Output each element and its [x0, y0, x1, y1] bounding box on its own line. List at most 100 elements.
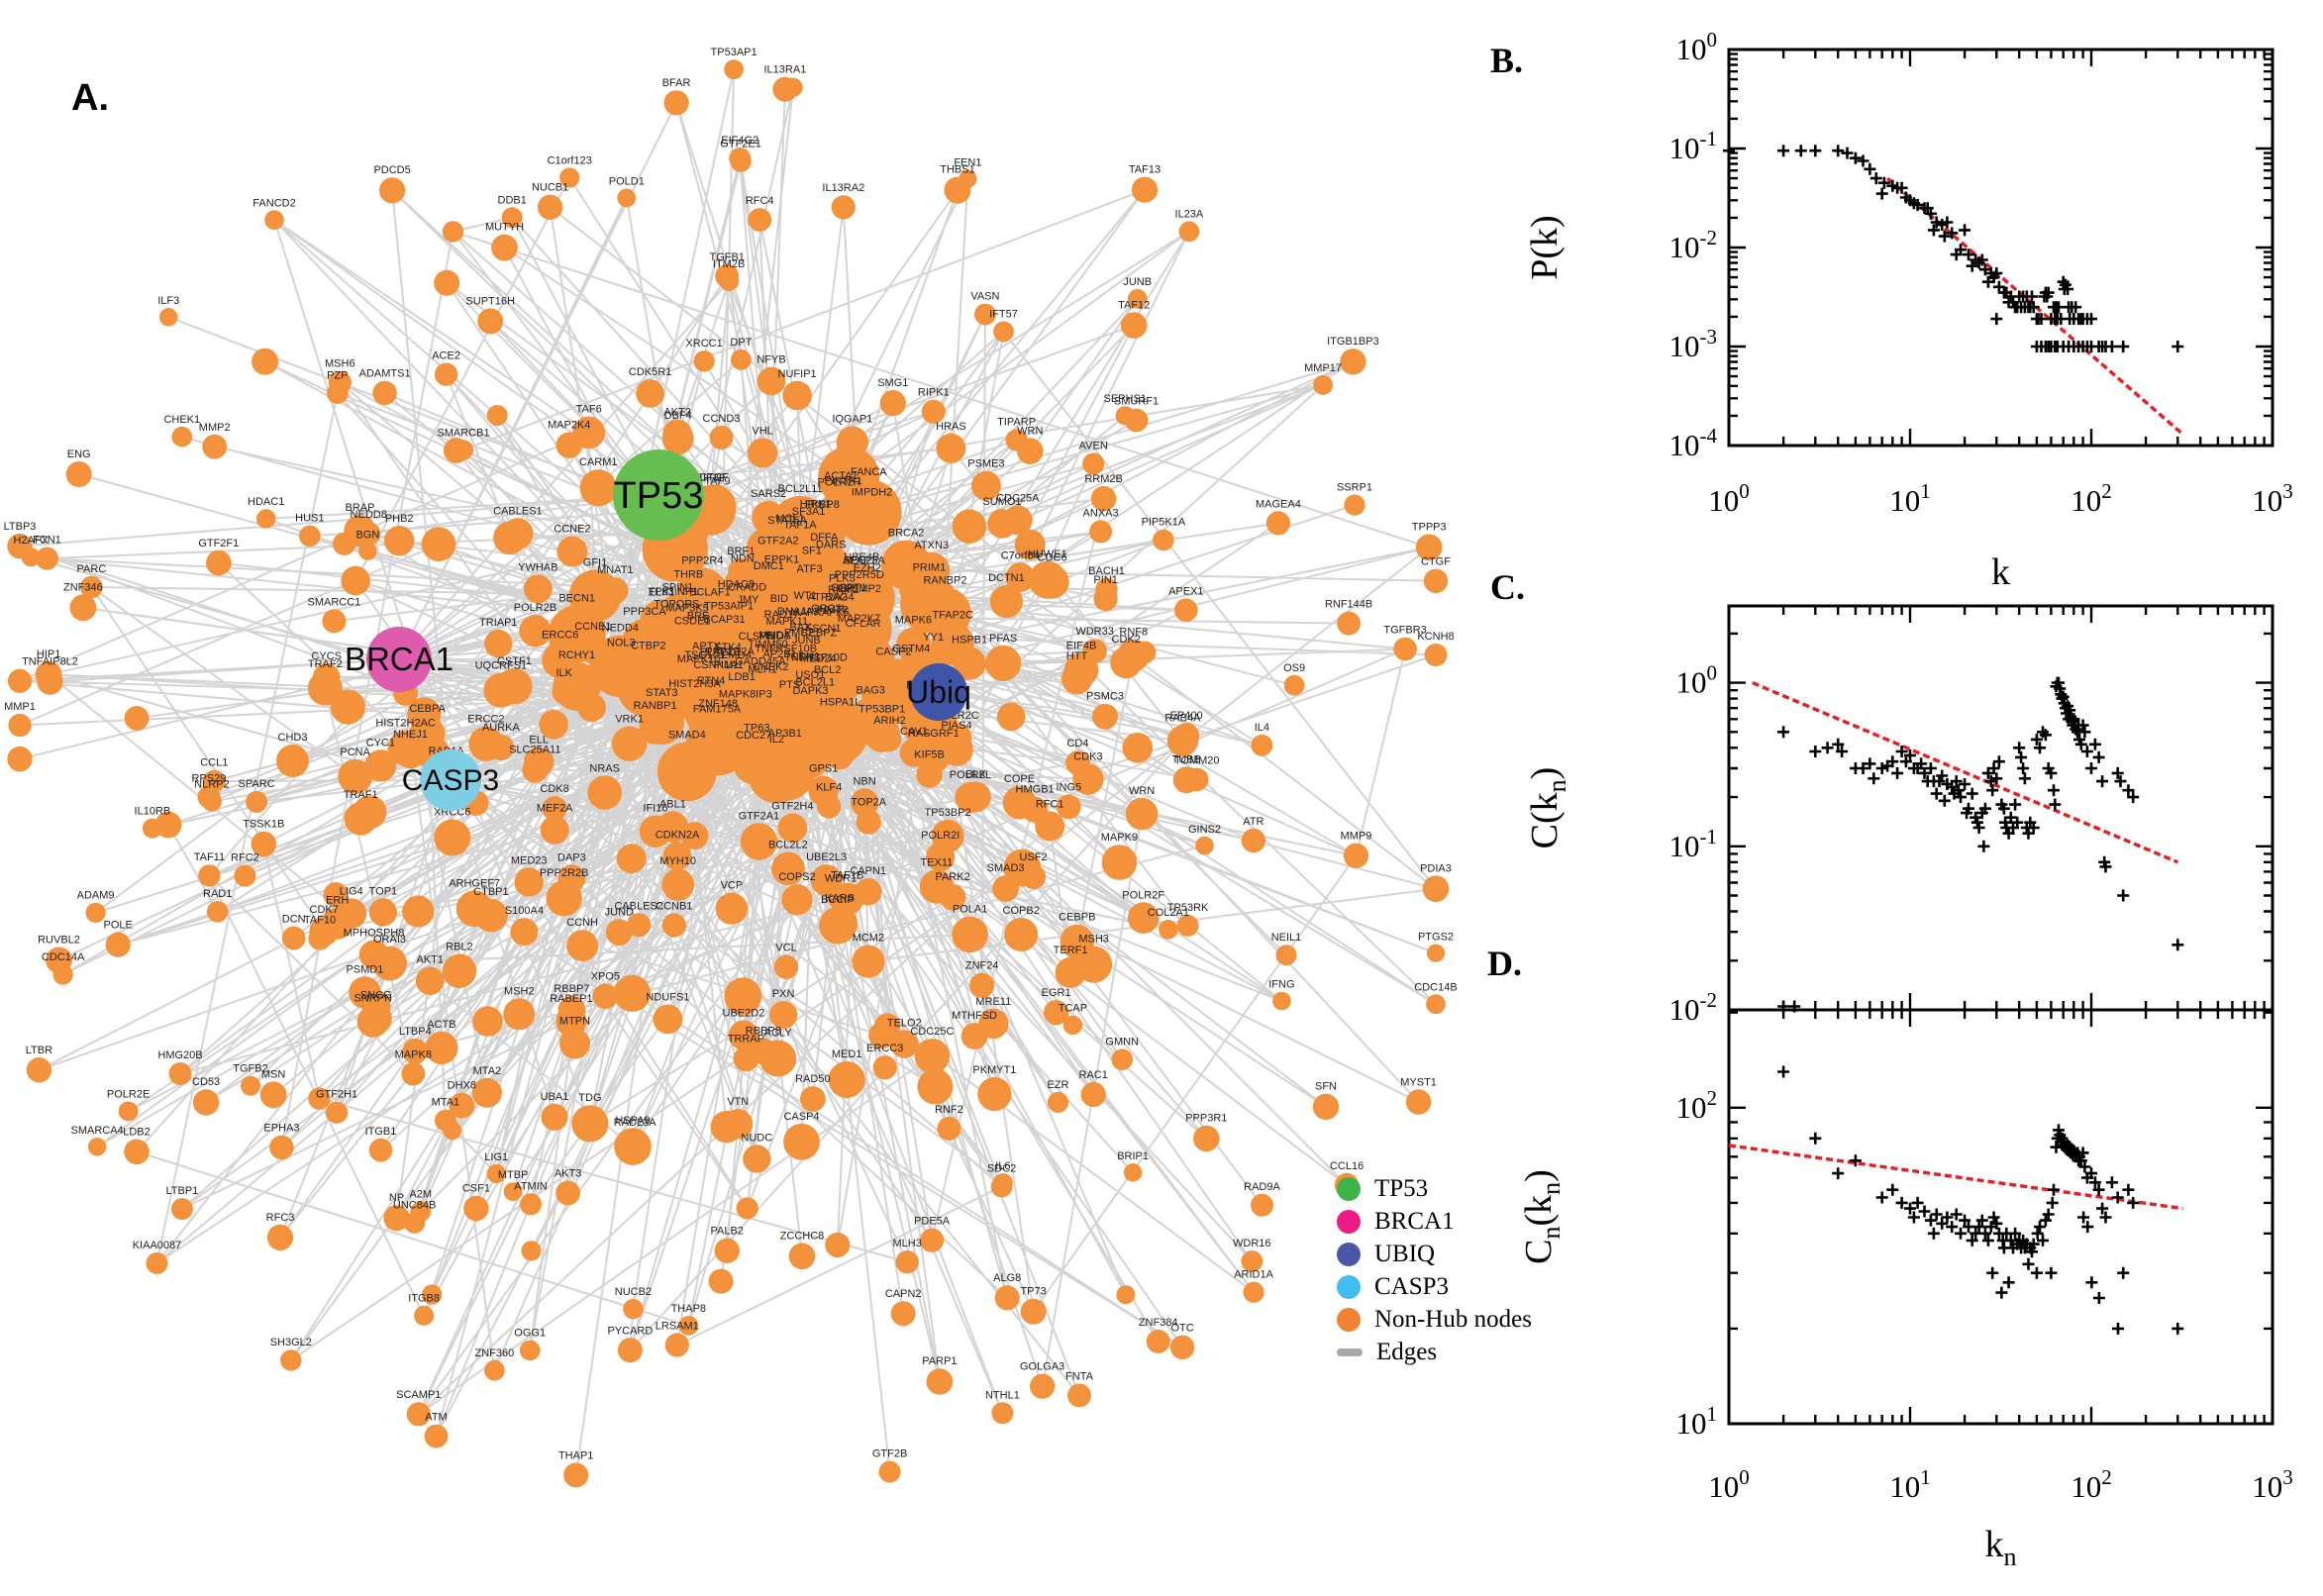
hub-CASP3-label: CASP3 [402, 764, 499, 797]
svg-text:PHB2: PHB2 [385, 513, 414, 525]
svg-text:EPHA3: EPHA3 [263, 1123, 299, 1135]
svg-text:NDN: NDN [731, 553, 755, 565]
svg-text:DCTN1: DCTN1 [988, 572, 1025, 584]
svg-text:SMG1: SMG1 [877, 377, 908, 389]
svg-text:BAX: BAX [789, 622, 812, 634]
svg-text:ATM: ATM [425, 1412, 447, 1424]
svg-text:CASP4: CASP4 [783, 1111, 819, 1123]
svg-text:PDE5A: PDE5A [914, 1216, 951, 1228]
svg-text:NUDC: NUDC [741, 1132, 772, 1144]
svg-text:100: 100 [1708, 479, 1750, 518]
svg-text:ING5: ING5 [1056, 781, 1081, 793]
svg-text:WRN: WRN [1129, 785, 1155, 797]
svg-text:HUWE1: HUWE1 [1028, 549, 1067, 560]
svg-text:FCN1: FCN1 [33, 535, 61, 547]
svg-text:UQCRFS1: UQCRFS1 [475, 660, 528, 672]
svg-text:MLH3: MLH3 [893, 1238, 922, 1249]
hub-BRCA1-node [366, 627, 432, 692]
svg-text:BCL2L2: BCL2L2 [768, 839, 808, 850]
svg-text:IFNG: IFNG [1268, 979, 1294, 991]
svg-text:SUPT16H: SUPT16H [465, 295, 515, 307]
chart-frame [1727, 48, 2274, 448]
svg-text:TAF10: TAF10 [304, 914, 336, 926]
svg-text:NHEJ1: NHEJ1 [393, 729, 428, 741]
svg-text:KCNH8: KCNH8 [1417, 631, 1454, 643]
svg-text:VHL: VHL [752, 425, 772, 437]
svg-text:IQGAP1: IQGAP1 [832, 413, 872, 425]
svg-text:PTS: PTS [779, 679, 800, 691]
hub-TP53-label: TP53 [614, 475, 704, 517]
hub-UBIQ-node [910, 663, 967, 721]
svg-text:TSSK1B: TSSK1B [243, 819, 284, 831]
svg-text:SEPHS1: SEPHS1 [1103, 393, 1146, 405]
svg-text:SNRPN: SNRPN [354, 993, 392, 1005]
svg-text:POLR2L: POLR2L [950, 769, 991, 781]
svg-text:AKT1: AKT1 [416, 953, 444, 965]
svg-text:10-2: 10-2 [1669, 226, 1718, 264]
svg-text:UBA1: UBA1 [541, 1091, 569, 1103]
svg-text:CFLAR: CFLAR [846, 618, 881, 630]
svg-text:LDB2: LDB2 [123, 1127, 151, 1139]
svg-text:TRRAP: TRRAP [728, 1034, 764, 1046]
svg-text:10-4: 10-4 [1669, 424, 1718, 462]
svg-text:SMARCB1: SMARCB1 [437, 427, 489, 439]
svg-text:GTF2H4: GTF2H4 [771, 801, 813, 813]
svg-text:ENG: ENG [67, 449, 91, 460]
svg-text:STAT3: STAT3 [646, 687, 678, 699]
svg-text:CDK5R1: CDK5R1 [629, 366, 671, 378]
svg-text:RAD50: RAD50 [795, 1073, 830, 1085]
svg-text:RAD1: RAD1 [203, 888, 232, 900]
svg-text:SEC23A: SEC23A [844, 555, 886, 567]
svg-text:NOL3: NOL3 [607, 638, 636, 649]
svg-text:ATR: ATR [1243, 816, 1263, 828]
svg-text:MAPK6: MAPK6 [895, 615, 932, 627]
svg-text:ITGB1BP3: ITGB1BP3 [1327, 336, 1379, 348]
svg-text:MMP9: MMP9 [1341, 831, 1372, 843]
svg-text:PYCARD: PYCARD [607, 1325, 653, 1337]
svg-text:DCN: DCN [282, 914, 306, 926]
svg-text:TP53BP2: TP53BP2 [925, 807, 971, 819]
svg-text:GSPT1: GSPT1 [831, 582, 866, 594]
svg-text:CAPN1: CAPN1 [850, 865, 886, 877]
svg-text:BRAP: BRAP [346, 502, 375, 514]
svg-text:AURKA: AURKA [482, 722, 521, 734]
svg-text:IFI16: IFI16 [643, 803, 667, 815]
svg-text:TOPORS: TOPORS [654, 599, 699, 611]
svg-text:CCNE2: CCNE2 [554, 524, 590, 536]
hub-CASP3-node [420, 749, 481, 811]
svg-text:KIF5B: KIF5B [914, 748, 945, 760]
svg-text:MTBP: MTBP [498, 1169, 529, 1181]
svg-text:FEN1: FEN1 [954, 156, 981, 168]
svg-text:GSTM4: GSTM4 [892, 644, 930, 655]
svg-text:MLH1: MLH1 [748, 663, 776, 675]
svg-text:BECN1: BECN1 [558, 593, 595, 605]
svg-text:ZNF384: ZNF384 [1139, 1317, 1178, 1329]
svg-text:BFAR: BFAR [662, 77, 691, 89]
svg-text:NLRP2: NLRP2 [194, 779, 229, 791]
svg-text:PPP2R5D: PPP2R5D [835, 569, 884, 581]
svg-text:100: 100 [1676, 28, 1718, 66]
svg-text:MCM2: MCM2 [853, 933, 884, 945]
svg-text:CEBPB: CEBPB [1059, 912, 1095, 924]
svg-text:WDR1: WDR1 [825, 873, 857, 885]
svg-text:RABEP1: RABEP1 [550, 993, 592, 1005]
svg-text:HSPA9: HSPA9 [615, 1115, 650, 1127]
svg-text:PIP5K1A: PIP5K1A [1142, 517, 1186, 529]
svg-text:MAGEA4: MAGEA4 [1256, 498, 1301, 510]
svg-text:CABLES2: CABLES2 [614, 900, 663, 912]
svg-text:LIG1: LIG1 [484, 1151, 508, 1163]
svg-text:BRE: BRE [687, 611, 710, 623]
svg-text:RRM2: RRM2 [828, 584, 858, 596]
y-axis-label: P(k) [1524, 215, 1566, 279]
svg-text:TP53INP1: TP53INP1 [649, 586, 699, 598]
svg-text:AKT3: AKT3 [555, 1168, 582, 1180]
svg-text:MAPK8IP3: MAPK8IP3 [719, 688, 772, 700]
svg-text:HIST2H2AC: HIST2H2AC [375, 718, 436, 730]
svg-text:BCL2L11: BCL2L11 [778, 483, 823, 495]
svg-text:PDIA3: PDIA3 [1420, 862, 1452, 874]
svg-text:IL13RA2: IL13RA2 [822, 182, 864, 194]
svg-text:POLR2F: POLR2F [1122, 889, 1164, 901]
svg-text:SPIN1: SPIN1 [662, 582, 694, 594]
svg-text:CDK2: CDK2 [1112, 634, 1141, 646]
